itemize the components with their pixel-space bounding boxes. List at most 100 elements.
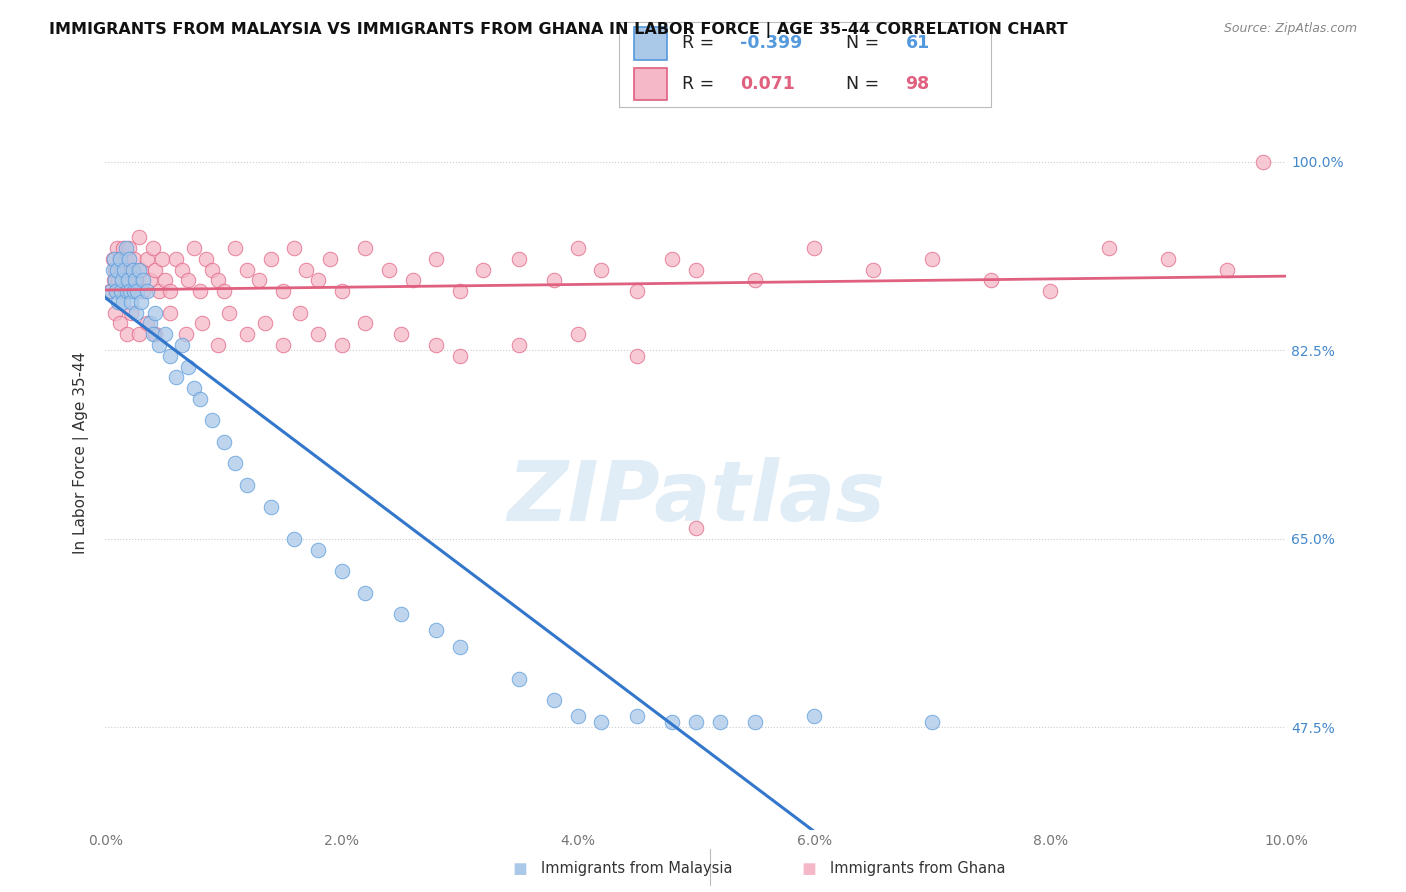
Text: ◼: ◼ [801,860,815,878]
Point [803,709,825,723]
Point [98,284,121,298]
Point [125,273,148,287]
Point [201,413,224,427]
Point [283,532,305,546]
Point [104,306,127,320]
Point [1039,284,1062,298]
Point [115,284,138,298]
Point [260,252,283,266]
Point [354,241,377,255]
Text: R =: R = [682,75,714,93]
Point [118,241,141,255]
Point [307,273,329,287]
Point [1216,262,1239,277]
Point [105,262,128,277]
Text: 98: 98 [905,75,929,93]
Point [124,273,146,287]
Point [212,434,235,449]
Point [172,338,194,352]
Point [108,252,131,266]
Point [921,714,943,729]
Point [290,306,312,320]
Point [107,273,129,287]
Point [508,672,530,686]
Point [260,500,283,514]
Text: Immigrants from Malaysia: Immigrants from Malaysia [541,862,733,876]
Point [283,241,305,255]
Point [543,273,565,287]
Point [508,252,530,266]
Bar [634,68,666,100]
Point [271,284,294,298]
Point [207,273,229,287]
Text: N =: N = [846,35,879,53]
Point [508,338,530,352]
Point [177,273,200,287]
Point [142,327,165,342]
Bar [634,28,666,60]
Point [148,284,170,298]
Point [354,317,377,331]
Point [111,273,134,287]
Point [543,693,565,707]
Text: N =: N = [846,75,879,93]
Point [132,273,155,287]
Point [112,294,135,309]
Point [247,273,270,287]
Point [127,284,149,298]
Point [661,714,683,729]
Point [271,338,294,352]
Point [425,252,447,266]
Point [307,542,329,557]
Point [685,521,707,535]
Point [862,262,884,277]
Point [111,284,134,298]
Point [101,252,124,266]
Point [120,306,142,320]
Point [139,317,162,331]
Point [153,327,176,342]
Point [183,381,205,395]
Point [626,709,648,723]
Point [139,273,162,287]
Point [101,262,124,277]
Text: ZIPatlas: ZIPatlas [508,458,884,539]
Point [591,714,613,729]
Point [118,252,141,266]
Point [218,306,240,320]
Point [183,241,205,255]
Point [108,317,131,331]
Point [354,585,377,599]
Point [165,370,187,384]
Text: ◼: ◼ [513,860,527,878]
Y-axis label: In Labor Force | Age 35-44: In Labor Force | Age 35-44 [73,351,90,554]
Text: -0.399: -0.399 [740,35,801,53]
Point [135,252,157,266]
Point [112,262,135,277]
Point [224,457,246,471]
Point [921,252,943,266]
Point [236,327,259,342]
Point [129,294,152,309]
Point [1157,252,1180,266]
Point [295,262,318,277]
Point [159,349,181,363]
Point [148,338,170,352]
Point [330,564,353,578]
Point [378,262,401,277]
Point [1251,155,1274,169]
Point [567,709,589,723]
Point [110,262,132,277]
Point [135,317,157,331]
Point [319,252,342,266]
Point [105,241,128,255]
Point [104,273,127,287]
Point [112,241,135,255]
Text: IMMIGRANTS FROM MALAYSIA VS IMMIGRANTS FROM GHANA IN LABOR FORCE | AGE 35-44 COR: IMMIGRANTS FROM MALAYSIA VS IMMIGRANTS F… [49,22,1067,38]
Point [188,284,211,298]
Point [567,241,589,255]
Point [107,294,129,309]
Point [201,262,224,277]
Point [103,273,125,287]
Point [114,241,136,255]
